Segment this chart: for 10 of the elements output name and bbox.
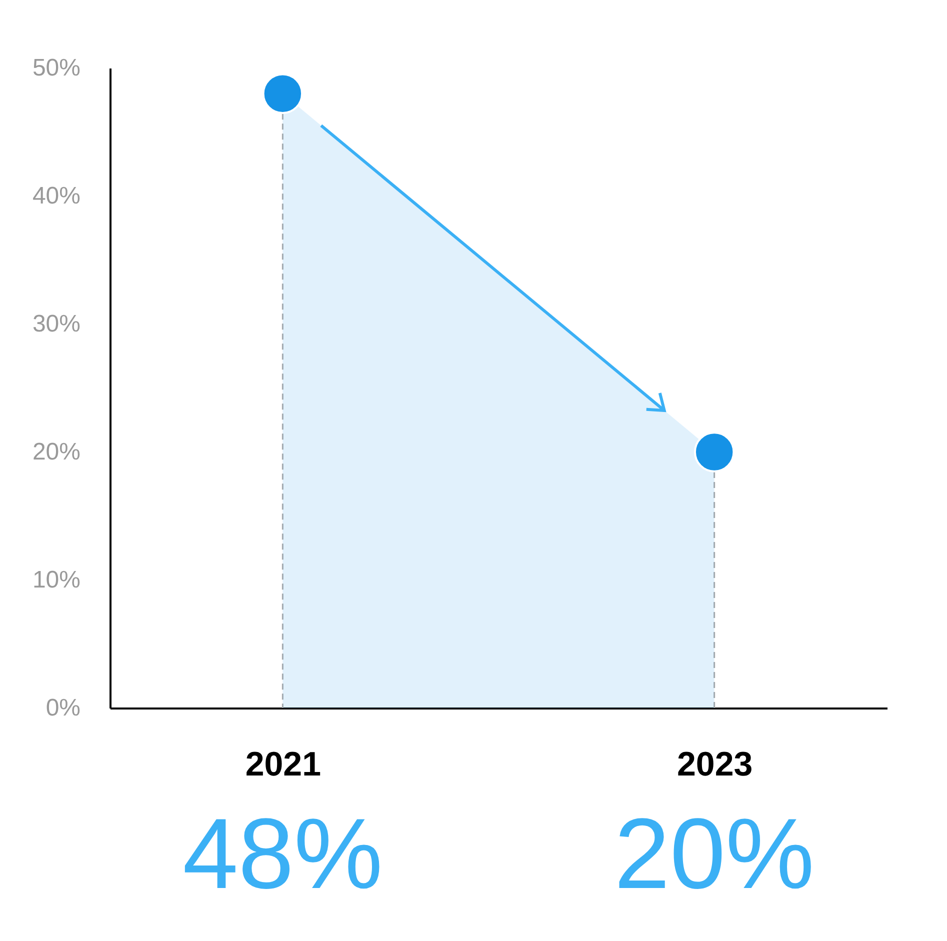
y-tick-label: 50% — [32, 54, 80, 82]
x-tick-label: 2021 — [245, 746, 321, 784]
data-label: 20% — [614, 798, 814, 910]
data-label: 48% — [182, 798, 383, 910]
y-tick-label: 30% — [32, 310, 80, 338]
y-tick-label: 40% — [32, 182, 80, 210]
y-tick-label: 10% — [32, 566, 80, 594]
x-tick-label: 2023 — [677, 746, 753, 784]
y-tick-label: 20% — [32, 438, 80, 466]
y-tick-label: 0% — [46, 694, 80, 722]
